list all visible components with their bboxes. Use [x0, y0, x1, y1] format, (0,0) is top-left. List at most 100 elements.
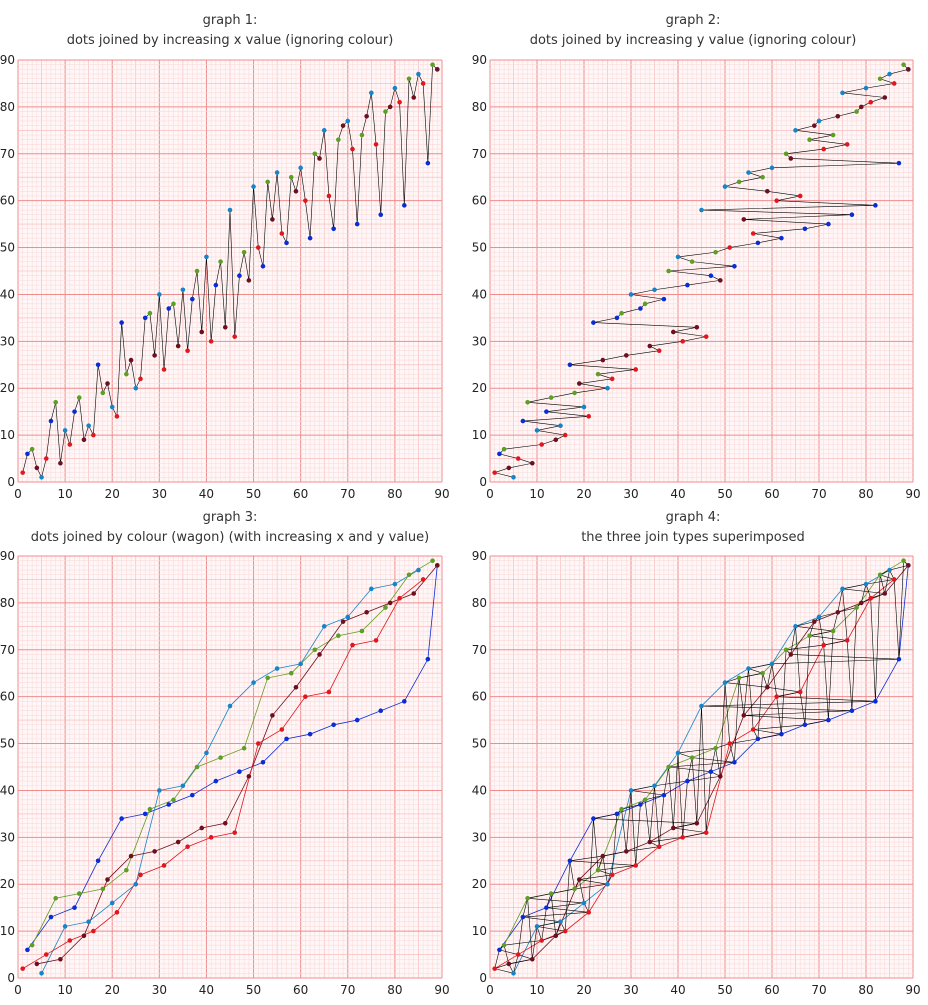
data-point [845, 638, 850, 643]
data-point [411, 95, 416, 100]
data-point [525, 400, 530, 405]
data-point [901, 558, 906, 563]
data-point [35, 466, 40, 471]
data-point [906, 563, 911, 568]
data-point [20, 966, 25, 971]
data-point [507, 962, 512, 967]
data-point [892, 577, 897, 582]
data-point [699, 704, 704, 709]
y-tick-label: 10 [472, 428, 487, 442]
y-tick-label: 40 [0, 287, 15, 301]
data-point [558, 919, 563, 924]
data-point [798, 690, 803, 695]
x-tick-label: 30 [152, 983, 167, 997]
data-point [105, 877, 110, 882]
data-point [897, 161, 902, 166]
data-point [554, 934, 559, 939]
data-point [308, 732, 313, 737]
x-tick-label: 20 [105, 983, 120, 997]
data-point [610, 873, 615, 878]
data-point [393, 582, 398, 587]
x-tick-label: 30 [623, 487, 638, 501]
data-point [228, 208, 233, 213]
data-point [378, 708, 383, 713]
data-point [313, 151, 318, 156]
data-point [789, 652, 794, 657]
y-tick-label: 20 [472, 877, 487, 891]
data-point [280, 231, 285, 236]
x-tick-label: 60 [293, 487, 308, 501]
data-point [228, 704, 233, 709]
data-point [275, 666, 280, 671]
data-point [138, 873, 143, 878]
x-tick-label: 80 [387, 983, 402, 997]
data-point [836, 610, 841, 615]
data-point [402, 203, 407, 208]
data-point [270, 713, 275, 718]
data-point [44, 952, 49, 957]
data-point [388, 601, 393, 606]
data-point [303, 694, 308, 699]
data-point [355, 222, 360, 227]
chart-2-title: graph 2: [666, 13, 721, 28]
x-tick-label: 70 [340, 487, 355, 501]
data-point [619, 311, 624, 316]
data-point [374, 142, 379, 147]
y-tick-label: 30 [472, 334, 487, 348]
data-point [657, 348, 662, 353]
data-point [840, 91, 845, 96]
data-point [298, 166, 303, 171]
data-point [901, 62, 906, 67]
data-point [511, 971, 516, 976]
data-point [421, 81, 426, 86]
data-point [826, 222, 831, 227]
data-point [883, 591, 888, 596]
data-point [199, 330, 204, 335]
data-point [859, 601, 864, 606]
data-point [746, 170, 751, 175]
data-point [690, 755, 695, 760]
data-point [166, 802, 171, 807]
data-point [737, 676, 742, 681]
data-point [497, 452, 502, 457]
data-point [209, 835, 214, 840]
data-point [195, 765, 200, 770]
data-point [821, 147, 826, 152]
data-point [317, 156, 322, 161]
data-point [82, 438, 87, 443]
data-point [723, 680, 728, 685]
data-point [577, 381, 582, 386]
data-point [535, 924, 540, 929]
data-point [421, 577, 426, 582]
data-point [774, 198, 779, 203]
data-point [906, 67, 911, 72]
data-point [35, 962, 40, 967]
y-tick-label: 20 [472, 381, 487, 395]
x-tick-label: 40 [199, 983, 214, 997]
data-point [803, 227, 808, 232]
data-point [148, 311, 153, 316]
data-point [596, 868, 601, 873]
data-point [831, 629, 836, 634]
data-point [416, 72, 421, 77]
data-point [237, 769, 242, 774]
data-point [280, 727, 285, 732]
data-point [774, 694, 779, 699]
y-tick-label: 60 [472, 194, 487, 208]
data-point [704, 830, 709, 835]
data-point [242, 746, 247, 751]
x-tick-label: 30 [152, 487, 167, 501]
data-point [185, 844, 190, 849]
data-point [831, 133, 836, 138]
data-point [39, 971, 44, 976]
data-point [133, 386, 138, 391]
data-point [331, 227, 336, 232]
data-point [492, 966, 497, 971]
data-point [157, 788, 162, 793]
data-point [181, 287, 186, 292]
data-point [591, 320, 596, 325]
data-point [760, 175, 765, 180]
data-point [817, 119, 822, 124]
data-point [525, 896, 530, 901]
data-point [110, 901, 115, 906]
